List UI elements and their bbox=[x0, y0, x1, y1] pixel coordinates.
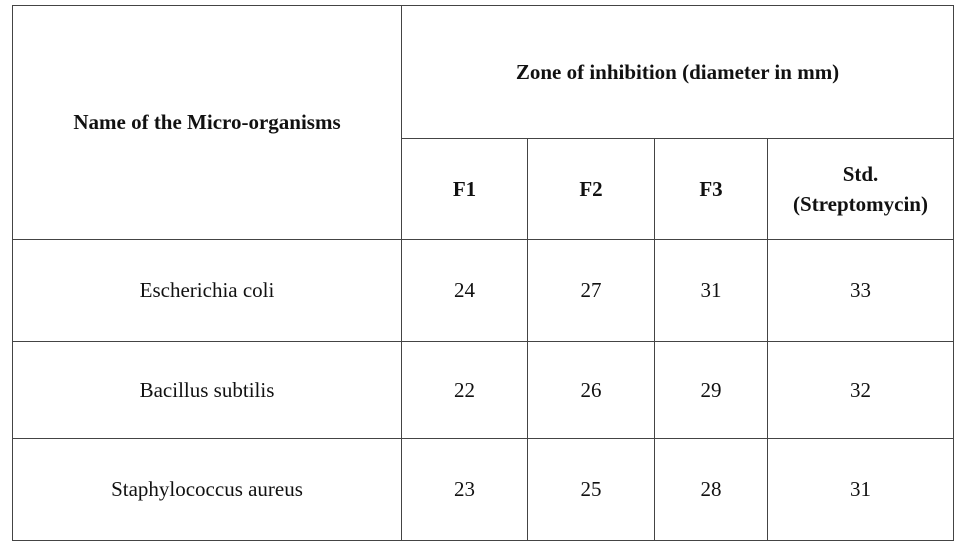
value-cell: 25 bbox=[527, 438, 655, 541]
column-header: F2 bbox=[527, 138, 655, 240]
value-cell: 31 bbox=[654, 239, 768, 342]
cell-text: 23 bbox=[454, 477, 475, 501]
cell-text: Staphylococcus aureus bbox=[111, 477, 303, 501]
value-cell: 26 bbox=[527, 341, 655, 439]
cell-text: 33 bbox=[850, 278, 871, 302]
cell-text: 27 bbox=[580, 278, 602, 302]
cell-text: 22 bbox=[454, 377, 475, 402]
value-cell: 31 bbox=[767, 438, 954, 541]
value-cell: 29 bbox=[654, 341, 768, 439]
cell-text: Bacillus subtilis bbox=[139, 377, 275, 402]
cell-text: 29 bbox=[700, 377, 722, 402]
cell-text: 31 bbox=[700, 278, 722, 302]
value-cell: 32 bbox=[767, 341, 954, 439]
group-header: Zone of inhibition (diameter in mm) bbox=[401, 5, 954, 139]
cell-text: F1 bbox=[452, 176, 477, 201]
value-cell: 33 bbox=[767, 239, 954, 342]
cell-text: F3 bbox=[699, 176, 723, 201]
cell-text: 26 bbox=[580, 377, 602, 402]
cell-text: 31 bbox=[850, 477, 871, 501]
value-cell: 28 bbox=[654, 438, 768, 541]
value-cell: 24 bbox=[401, 239, 528, 342]
column-header: F1 bbox=[401, 138, 528, 240]
row-label: Bacillus subtilis bbox=[12, 341, 402, 439]
column-header: Std. (Streptomycin) bbox=[767, 138, 954, 240]
cell-text: 28 bbox=[700, 477, 722, 501]
cell-text: Std. (Streptomycin) bbox=[793, 162, 928, 216]
value-cell: 23 bbox=[401, 438, 528, 541]
row-label: Staphylococcus aureus bbox=[12, 438, 402, 541]
cell-text: Escherichia coli bbox=[139, 278, 275, 302]
cell-text: Name of the Micro-organisms bbox=[73, 110, 341, 134]
cell-text: Zone of inhibition (diameter in mm) bbox=[515, 59, 840, 84]
cell-text: 24 bbox=[454, 278, 475, 302]
row-label: Escherichia coli bbox=[12, 239, 402, 342]
first-col-header: Name of the Micro-organisms bbox=[12, 5, 402, 240]
cell-text: 25 bbox=[580, 477, 602, 501]
cell-text: F2 bbox=[579, 176, 603, 201]
cell-text: 32 bbox=[850, 377, 871, 402]
value-cell: 27 bbox=[527, 239, 655, 342]
column-header: F3 bbox=[654, 138, 768, 240]
value-cell: 22 bbox=[401, 341, 528, 439]
